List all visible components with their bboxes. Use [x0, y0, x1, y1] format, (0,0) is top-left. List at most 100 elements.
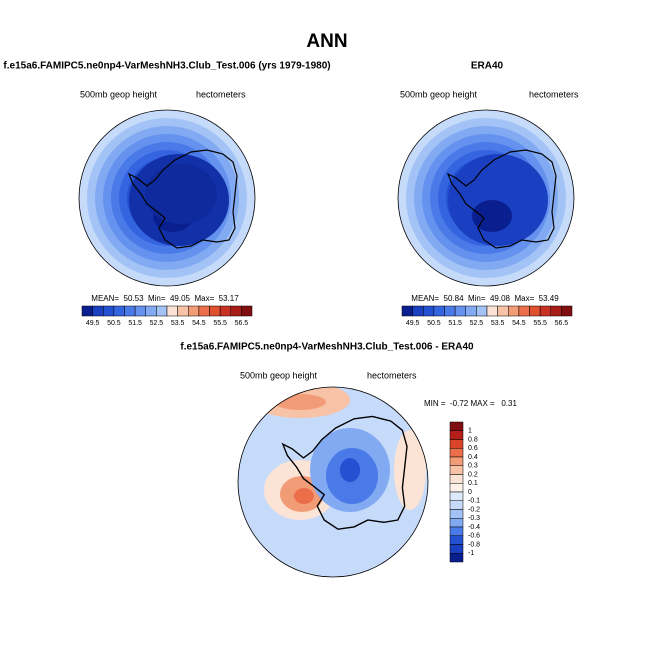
colorbar-box: [401, 305, 413, 317]
colorbar-box: [550, 305, 562, 317]
colorbar-box: [449, 509, 464, 519]
panel-stats: MIN = -0.72 MAX = 0.31: [424, 399, 517, 408]
colorbar-box: [188, 305, 200, 317]
colorbar-label: -0.2: [468, 506, 480, 513]
colorbar-label: -0.4: [468, 524, 480, 531]
colorbar-box: [529, 305, 541, 317]
colorbar-label: 1: [468, 428, 472, 435]
panel-right-label: hectometers: [367, 370, 417, 380]
colorbar-box: [449, 526, 464, 536]
colorbar-box: [449, 448, 464, 458]
colorbar-box: [539, 305, 551, 317]
maps: 49.5 50.5 51.5 52.5 53.5 54.5 55.5 56.5 49.5 50.5…: [78, 109, 575, 578]
colorbar-label: 0.4: [468, 454, 478, 461]
colorbar-box: [497, 305, 509, 317]
colorbar-box: [508, 305, 520, 317]
colorbar-label: 0.6: [468, 445, 478, 452]
contour-band: [294, 488, 314, 504]
contour-band: [340, 458, 360, 482]
colorbar-box: [433, 305, 445, 317]
colorbar-label: 52.5: [470, 320, 484, 327]
colorbar-box: [209, 305, 221, 317]
colorbar-box: [449, 491, 464, 501]
colorbar-box: [449, 483, 464, 493]
colorbar-box: [92, 305, 104, 317]
contour-band: [448, 154, 548, 246]
colorbar-label: 0.1: [468, 480, 478, 487]
polar-map: [79, 110, 255, 286]
colorbar-label: 0.2: [468, 471, 478, 478]
panel-stats: MEAN= 50.84 Min= 49.08 Max= 53.49: [411, 294, 559, 303]
colorbar-label: 53.5: [171, 320, 185, 327]
colorbar-box: [113, 305, 125, 317]
panel-stats: MEAN= 50.53 Min= 49.05 Max= 53.17: [91, 294, 239, 303]
colorbar-label: 0: [468, 489, 472, 496]
colorbar-box: [449, 500, 464, 510]
contour-band: [394, 430, 426, 510]
colorbar-box: [449, 518, 464, 528]
colorbar-box: [449, 535, 464, 545]
colorbar-box: [449, 474, 464, 484]
colorbar-label: -1: [468, 550, 474, 557]
colorbar-label: 54.5: [512, 320, 526, 327]
colorbar-label: 55.5: [213, 320, 227, 327]
contour-band: [472, 200, 512, 232]
map-border: [237, 386, 429, 578]
colorbar-label: 54.5: [192, 320, 206, 327]
colorbar-box: [177, 305, 189, 317]
colorbar-box: [518, 305, 530, 317]
colorbar-box: [156, 305, 168, 317]
colorbar-box: [103, 305, 115, 317]
colorbar-box: [465, 305, 477, 317]
colorbar-box: [423, 305, 435, 317]
colorbar-label: 0.3: [468, 463, 478, 470]
contour-band: [145, 164, 217, 224]
colorbar-label: 49.5: [86, 320, 100, 327]
colorbar-box: [449, 456, 464, 466]
panel-left-label: 500mb geop height: [240, 370, 318, 380]
colorbar-box: [124, 305, 136, 317]
colorbar-label: 0.8: [468, 436, 478, 443]
colorbar-box: [241, 305, 253, 317]
colorbar-label: 51.5: [128, 320, 142, 327]
colorbar-box: [198, 305, 210, 317]
colorbar-label: 49.5: [406, 320, 420, 327]
colorbar-label: -0.3: [468, 515, 480, 522]
colorbar-label: 52.5: [150, 320, 164, 327]
colorbar-box: [449, 553, 464, 563]
colorbar-label: 56.5: [555, 320, 569, 327]
colorbar-box: [454, 305, 466, 317]
panel-title: f.e15a6.FAMIPC5.ne0np4-VarMeshNH3.Club_T…: [3, 61, 330, 72]
colorbar-box: [449, 421, 464, 431]
colorbar-box: [145, 305, 157, 317]
colorbar-label: 50.5: [427, 320, 441, 327]
colorbar-box: [449, 430, 464, 440]
colorbar-box: [219, 305, 231, 317]
polar-map: [398, 110, 574, 286]
colorbar-label: 55.5: [533, 320, 547, 327]
colorbar-box: [230, 305, 242, 317]
colorbar-box: [486, 305, 498, 317]
panel-left-label: 500mb geop height: [400, 89, 478, 99]
colorbar-box: [561, 305, 573, 317]
colorbar-label: 50.5: [107, 320, 121, 327]
colorbar-box: [449, 439, 464, 449]
map-border: [78, 109, 256, 287]
panel-title: f.e15a6.FAMIPC5.ne0np4-VarMeshNH3.Club_T…: [180, 342, 474, 353]
panel-right-label: hectometers: [529, 89, 579, 99]
map-border: [397, 109, 575, 287]
colorbar-box: [166, 305, 178, 317]
colorbar-label: 53.5: [491, 320, 505, 327]
colorbar-label: -0.1: [468, 498, 480, 505]
colorbar-box: [81, 305, 93, 317]
colorbar-label: -0.6: [468, 533, 480, 540]
colorbar-box: [444, 305, 456, 317]
colorbar-box: [449, 544, 464, 554]
colorbar-label: 56.5: [235, 320, 249, 327]
panel-title: ERA40: [471, 61, 504, 72]
polar-map: [238, 387, 428, 577]
panel-right-label: hectometers: [196, 89, 246, 99]
colorbar-box: [476, 305, 488, 317]
colorbar-box: [134, 305, 146, 317]
